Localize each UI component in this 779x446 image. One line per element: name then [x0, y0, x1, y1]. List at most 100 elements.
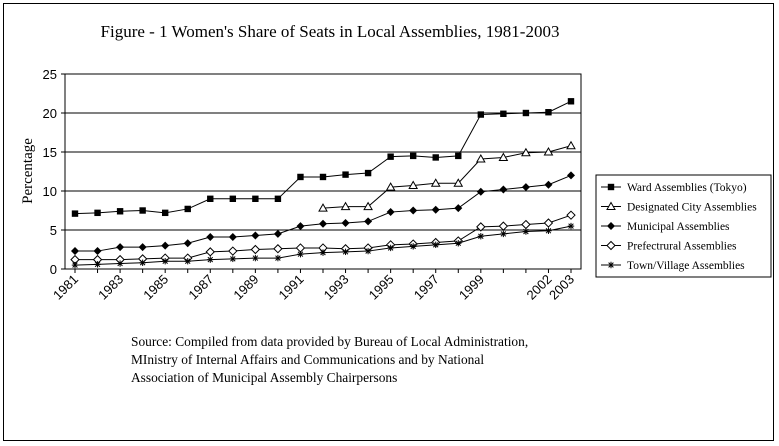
- series-4: [70, 210, 576, 265]
- legend-label: Ward Assemblies (Tokyo): [627, 182, 747, 194]
- data-point: [139, 259, 146, 266]
- data-point: [545, 109, 552, 116]
- star-stroke: [455, 240, 462, 247]
- star-stroke: [94, 261, 101, 268]
- series-1: [71, 98, 575, 217]
- series-group: [70, 98, 576, 269]
- gridlines: [65, 112, 581, 231]
- y-tick-label: 25: [43, 67, 57, 82]
- star-stroke: [387, 245, 394, 251]
- data-point: [455, 152, 462, 160]
- data-point: [566, 210, 576, 220]
- data-point: [252, 254, 259, 262]
- star-stroke: [252, 255, 259, 261]
- chart-title: Figure - 1 Women's Share of Seats in Loc…: [100, 22, 560, 41]
- star-stroke: [297, 251, 304, 257]
- legend: Ward Assemblies (Tokyo) Designated City A…: [595, 174, 772, 278]
- source-line-2: MInistry of Internal Affairs and Communi…: [131, 352, 485, 367]
- data-point: [499, 185, 508, 194]
- data-point: [477, 233, 485, 240]
- source-line-3: Association of Municipal Assembly Chairp…: [131, 370, 398, 385]
- data-point: [387, 244, 394, 252]
- source-line-1: Source: Compiled from data provided by B…: [131, 334, 529, 349]
- data-point: [116, 243, 125, 252]
- data-point: [296, 222, 305, 231]
- plot-area: [64, 73, 582, 270]
- series-3: [71, 171, 575, 256]
- data-point: [228, 233, 237, 242]
- data-point: [455, 240, 462, 247]
- x-tick-label: 1983: [95, 272, 126, 303]
- data-point: [607, 183, 615, 191]
- star-stroke: [230, 256, 236, 262]
- star-stroke: [342, 249, 349, 255]
- data-point: [408, 180, 419, 190]
- data-point: [273, 229, 282, 238]
- star-stroke: [184, 258, 191, 264]
- data-point: [318, 203, 328, 212]
- data-point: [319, 249, 327, 256]
- data-point: [228, 246, 238, 256]
- star-stroke: [410, 243, 416, 250]
- x-tick-label: 1999: [456, 272, 487, 303]
- x-tick-label: 2003: [546, 272, 577, 303]
- star-stroke: [432, 242, 439, 248]
- data-point: [297, 250, 304, 258]
- star-stroke: [365, 248, 371, 254]
- data-point: [251, 231, 260, 240]
- data-point: [93, 247, 102, 256]
- legend-label: Municipal Assemblies: [627, 221, 730, 233]
- data-point: [521, 147, 531, 157]
- data-point: [498, 152, 509, 161]
- data-point: [409, 206, 418, 215]
- data-point: [161, 241, 170, 250]
- legend-item: Prefectrural Assemblies: [601, 241, 737, 253]
- data-point: [477, 111, 485, 118]
- data-point: [500, 230, 507, 238]
- legend-item: Designated City Assemblies: [601, 201, 757, 214]
- x-tick-label: 1985: [140, 272, 171, 303]
- data-point: [94, 209, 101, 217]
- data-point: [498, 221, 509, 231]
- data-point: [567, 98, 575, 105]
- data-point: [522, 109, 530, 117]
- data-point: [386, 208, 395, 217]
- data-point: [297, 173, 304, 181]
- legend-item: Town/Village Assemblies: [601, 260, 745, 272]
- data-point: [161, 209, 169, 217]
- data-point: [409, 243, 417, 250]
- data-point: [274, 195, 282, 202]
- data-point: [431, 205, 440, 214]
- data-point: [71, 210, 79, 217]
- data-point: [522, 228, 530, 235]
- data-point: [71, 261, 79, 269]
- star-stroke: [568, 223, 574, 229]
- data-point: [432, 154, 439, 161]
- y-tick-label: 5: [50, 223, 57, 238]
- data-point: [273, 244, 283, 254]
- data-point: [207, 256, 214, 263]
- star-stroke: [500, 231, 507, 237]
- data-point: [94, 261, 101, 268]
- data-point: [138, 243, 147, 252]
- x-tick-label: 1989: [230, 272, 261, 303]
- data-point: [364, 217, 373, 226]
- data-point: [206, 233, 215, 242]
- data-point: [250, 244, 261, 255]
- x-tick-label: 1987: [185, 272, 216, 303]
- star-stroke: [545, 228, 552, 234]
- data-point: [319, 173, 327, 181]
- data-point: [139, 207, 146, 214]
- data-point: [607, 261, 615, 269]
- star-stroke: [320, 249, 326, 256]
- data-point: [454, 204, 463, 213]
- data-point: [453, 178, 464, 187]
- series-5: [71, 222, 575, 269]
- data-point: [116, 260, 124, 267]
- data-point: [385, 182, 396, 191]
- star-stroke: [275, 255, 281, 261]
- legend-label: Town/Village Assemblies: [627, 260, 745, 272]
- data-point: [364, 247, 372, 255]
- data-point: [606, 201, 616, 210]
